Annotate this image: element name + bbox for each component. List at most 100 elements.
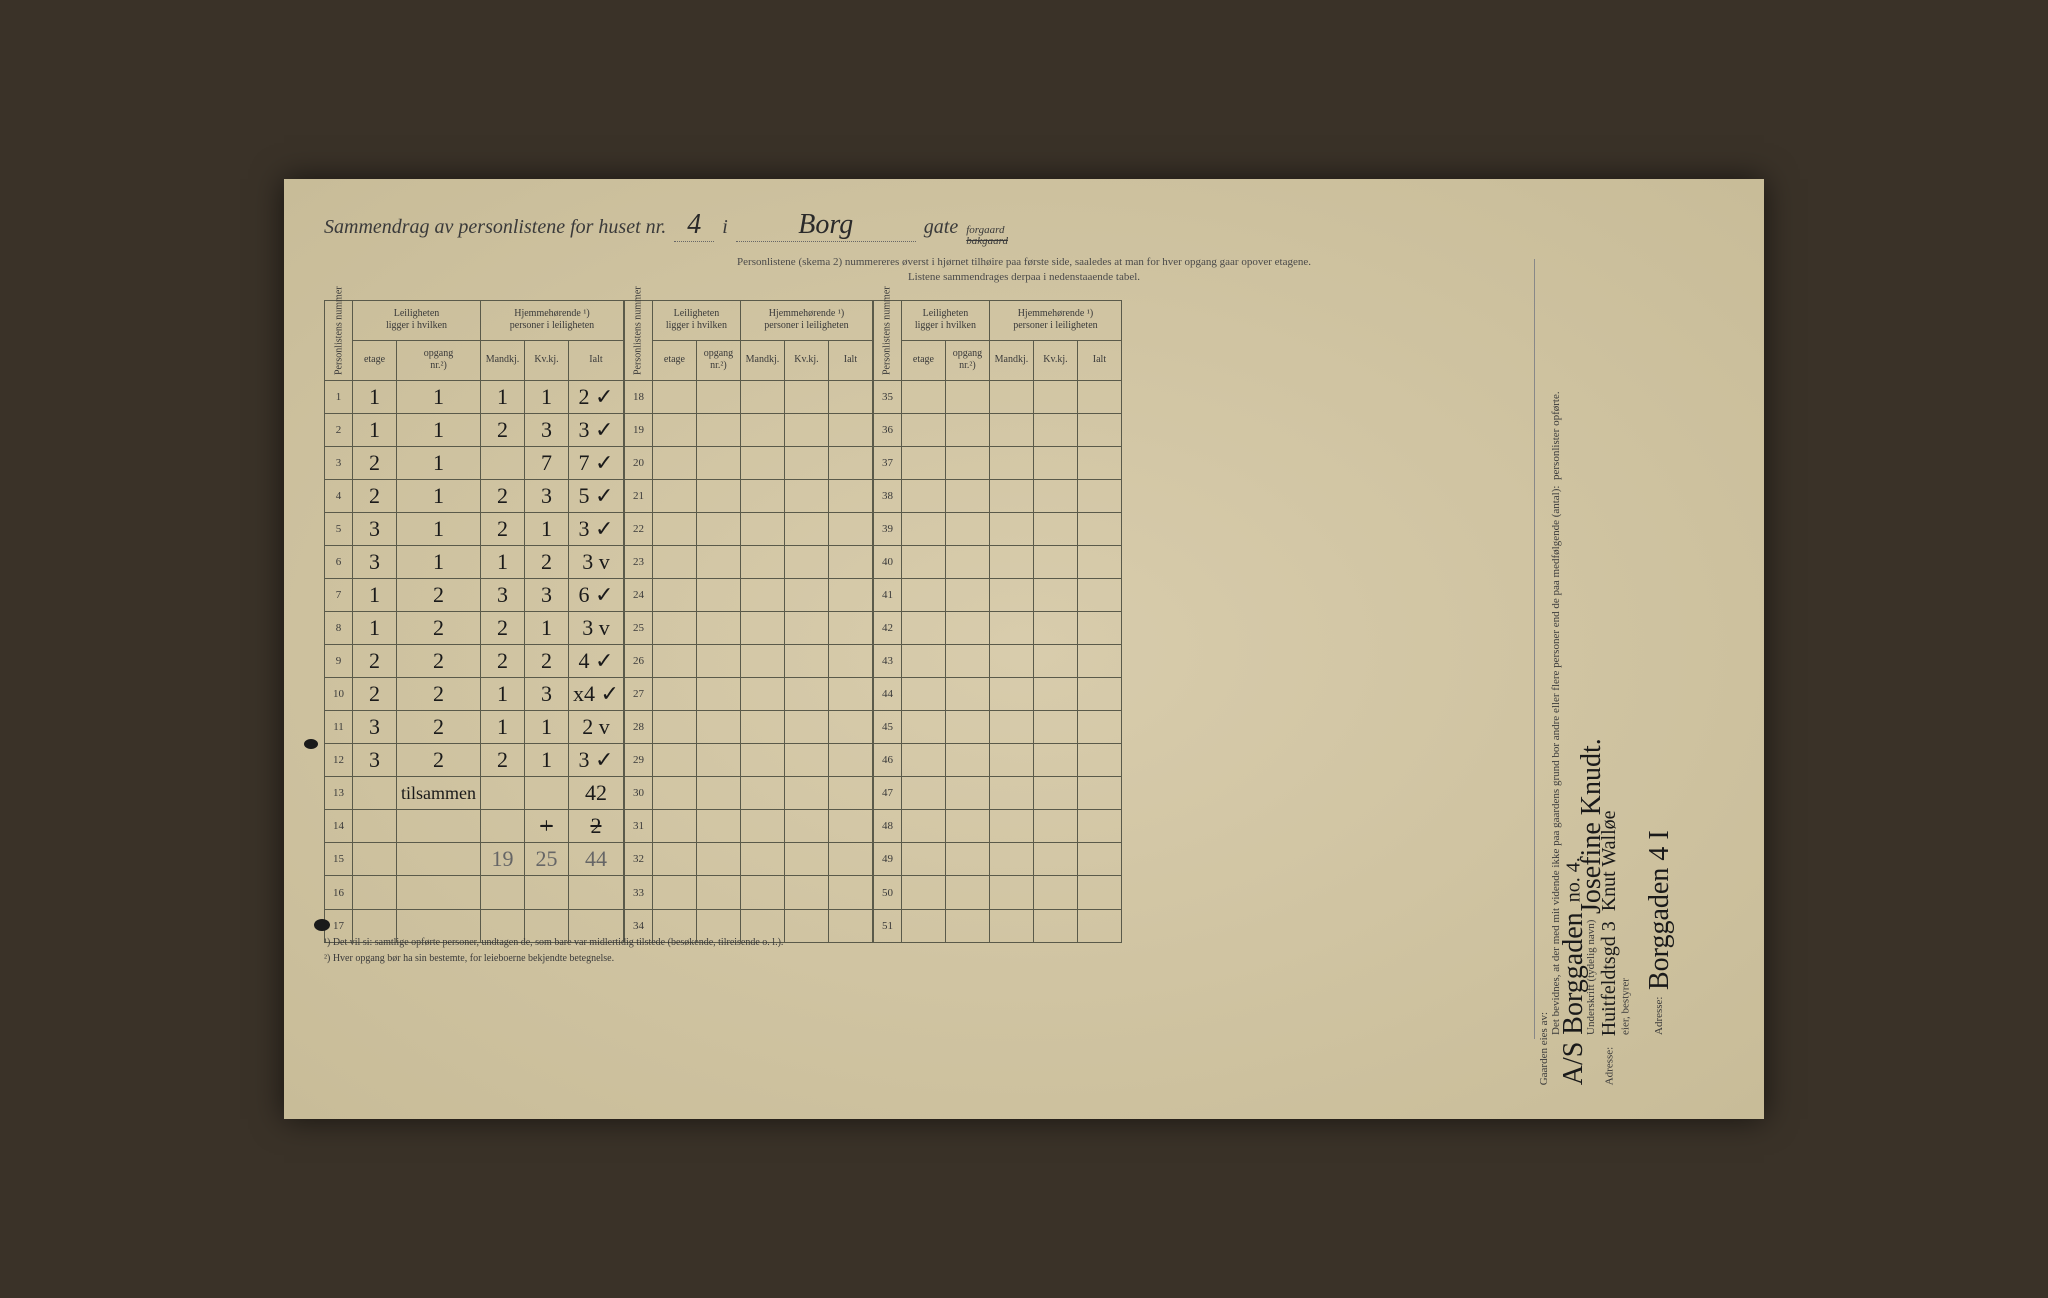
row-number: 27 <box>624 678 652 711</box>
row-number: 24 <box>624 579 652 612</box>
cell-etage: 3 <box>353 744 397 777</box>
instruction-line-1: Personlistene (skema 2) nummereres øvers… <box>624 255 1424 270</box>
cell-i <box>1077 909 1121 942</box>
row-number: 39 <box>873 512 901 545</box>
cell-k <box>1033 579 1077 612</box>
table-row: 43 <box>873 645 1121 678</box>
cell-k: 7 <box>525 446 569 479</box>
table-row: 31 <box>624 810 872 843</box>
cell-m <box>481 876 525 909</box>
owner-block: Gaarden eies av: A/S Borggaden no. 4. Ad… <box>1534 807 1734 1089</box>
table-row: 19 <box>624 413 872 446</box>
table-row: 48 <box>873 810 1121 843</box>
cell-etage <box>652 744 696 777</box>
row-number: 7 <box>325 579 353 612</box>
cell-i <box>828 777 872 810</box>
cell-i: 3 v <box>569 612 624 645</box>
table-row: 36 <box>873 413 1121 446</box>
census-table-block-3: Personlistens nummerLeilighetenligger i … <box>873 300 1122 943</box>
cell-k <box>784 810 828 843</box>
cell-opg <box>397 843 481 876</box>
cell-m <box>989 546 1033 579</box>
row-number: 38 <box>873 479 901 512</box>
cell-etage <box>901 446 945 479</box>
cell-opg <box>696 645 740 678</box>
cell-i: 42 <box>569 777 624 810</box>
row-number: 41 <box>873 579 901 612</box>
cell-k <box>1033 512 1077 545</box>
cell-k <box>1033 479 1077 512</box>
cell-k: 3 <box>525 413 569 446</box>
gate-bakgaard: bakgaard <box>966 236 1008 247</box>
cell-etage <box>901 413 945 446</box>
col-etage: etage <box>652 340 696 380</box>
owner-addr-col: Adresse: Huitfeldtsgd 3 Knut Walløe <box>1594 807 1625 1089</box>
col-kvkj: Kv.kj. <box>525 340 569 380</box>
cell-opg <box>696 380 740 413</box>
cell-opg <box>696 810 740 843</box>
col-mandkj: Mandkj. <box>481 340 525 380</box>
cell-opg <box>945 512 989 545</box>
col-mandkj: Mandkj. <box>740 340 784 380</box>
cell-m <box>740 479 784 512</box>
cell-i: 4 ✓ <box>569 645 624 678</box>
cell-m <box>481 777 525 810</box>
col-kvkj: Kv.kj. <box>784 340 828 380</box>
form-header: Sammendrag av personlistene for huset nr… <box>324 209 1724 247</box>
cell-opg <box>696 843 740 876</box>
table-row: 712336 ✓ <box>325 579 624 612</box>
cell-opg: 1 <box>397 512 481 545</box>
cell-m <box>989 744 1033 777</box>
col-kvkj: Kv.kj. <box>1033 340 1077 380</box>
cell-i <box>1077 777 1121 810</box>
cell-i <box>1077 678 1121 711</box>
cell-m <box>740 711 784 744</box>
cell-opg <box>696 413 740 446</box>
cell-i <box>828 645 872 678</box>
cell-opg <box>397 810 481 843</box>
table-row: 16 <box>325 876 624 909</box>
cell-etage <box>652 546 696 579</box>
table-row: 44 <box>873 678 1121 711</box>
cell-k <box>1033 744 1077 777</box>
row-number: 3 <box>325 446 353 479</box>
cell-i: 3 ✓ <box>569 413 624 446</box>
col-opgang: opgangnr.²) <box>945 340 989 380</box>
cell-k <box>784 413 828 446</box>
cell-k <box>784 579 828 612</box>
col-mandkj: Mandkj. <box>989 340 1033 380</box>
cell-k: 25 <box>525 843 569 876</box>
table-row: 102213x4 ✓ <box>325 678 624 711</box>
table-row: 40 <box>873 546 1121 579</box>
cell-m <box>740 413 784 446</box>
cell-m: 2 <box>481 479 525 512</box>
table-row: 32 <box>624 843 872 876</box>
cell-m <box>989 678 1033 711</box>
col-ialt: Ialt <box>1077 340 1121 380</box>
cell-k <box>784 479 828 512</box>
table-row: 631123 v <box>325 546 624 579</box>
col-etage: etage <box>901 340 945 380</box>
cell-m <box>989 645 1033 678</box>
cell-m <box>989 479 1033 512</box>
table-row: 41 <box>873 579 1121 612</box>
instruction-line-2: Listene sammendrages derpaa i nedenstaae… <box>624 270 1424 285</box>
row-number: 32 <box>624 843 652 876</box>
row-number: 48 <box>873 810 901 843</box>
cell-i: 6 ✓ <box>569 579 624 612</box>
cell-k <box>1033 413 1077 446</box>
cell-opg: 1 <box>397 446 481 479</box>
table-row: 1132112 v <box>325 711 624 744</box>
table-row: 1232213 ✓ <box>325 744 624 777</box>
cell-k <box>1033 546 1077 579</box>
cell-k: 1 <box>525 744 569 777</box>
row-number: 30 <box>624 777 652 810</box>
cell-opg <box>696 777 740 810</box>
cell-k: 3 <box>525 678 569 711</box>
cell-k: 1 <box>525 380 569 413</box>
cell-etage: 2 <box>353 479 397 512</box>
cell-etage: 2 <box>353 645 397 678</box>
cell-etage: 1 <box>353 579 397 612</box>
cell-i <box>828 744 872 777</box>
cell-m: 3 <box>481 579 525 612</box>
